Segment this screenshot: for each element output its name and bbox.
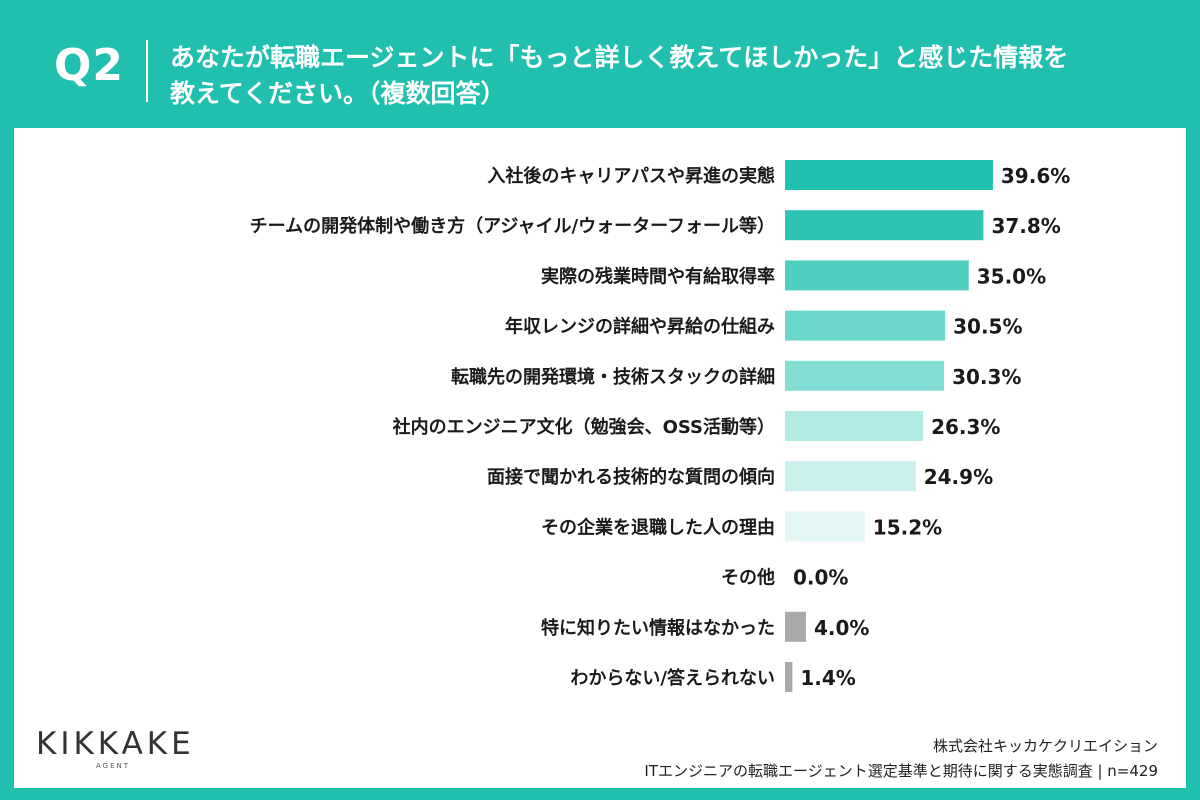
- category-label: その企業を退職した人の理由: [541, 516, 775, 538]
- source-survey: ITエンジニアの転職エージェント選定基準と期待に関する実態調査 | n=429: [644, 762, 1158, 780]
- bar: [785, 360, 945, 391]
- value-label: 4.0%: [814, 616, 869, 640]
- category-label: 実際の残業時間や有給取得率: [541, 265, 775, 287]
- category-label: 入社後のキャリアパスや昇進の実態: [487, 165, 775, 187]
- bar: [785, 260, 969, 291]
- category-label: 転職先の開発環境・技術スタックの詳細: [451, 366, 775, 388]
- logo-wordmark: KIKKAKE: [36, 726, 195, 762]
- value-label: 30.3%: [952, 365, 1021, 389]
- value-label: 0.0%: [793, 566, 848, 590]
- header-divider: [146, 40, 148, 102]
- value-label: 39.6%: [1001, 164, 1070, 188]
- question-title-line-2: 教えてください。（複数回答）: [170, 79, 506, 108]
- bar: [785, 310, 946, 341]
- bar: [785, 210, 984, 241]
- source-note: 株式会社キッカケクリエイション ITエンジニアの転職エージェント選定基準と期待に…: [644, 734, 1158, 784]
- bar: [785, 160, 993, 190]
- value-label: 30.5%: [953, 315, 1022, 339]
- question-title: あなたが転職エージェントに「もっと詳しく教えてほしかった」と感じた情報を 教えて…: [170, 40, 1170, 112]
- value-label: 1.4%: [800, 666, 855, 690]
- value-label: 15.2%: [873, 515, 942, 539]
- category-label: 特に知りたい情報はなかった: [541, 617, 775, 639]
- category-label: 社内のエンジニア文化（勉強会、OSS活動等）: [393, 416, 775, 438]
- category-label: チームの開発体制や働き方（アジャイル/ウォーターフォール等）: [250, 215, 775, 237]
- question-number: Q2: [54, 40, 125, 91]
- kikkake-logo: KIKKAKE AGENT: [36, 726, 195, 770]
- header: Q2 あなたが転職エージェントに「もっと詳しく教えてほしかった」と感じた情報を …: [0, 0, 1200, 128]
- category-label: 年収レンジの詳細や昇給の仕組み: [505, 316, 775, 338]
- value-label: 35.0%: [977, 264, 1046, 288]
- bar: [785, 511, 865, 542]
- category-label: わからない/答えられない: [570, 667, 775, 689]
- bar: [785, 461, 916, 492]
- source-company: 株式会社キッカケクリエイション: [932, 737, 1158, 755]
- bar: [785, 411, 924, 441]
- question-title-line-1: あなたが転職エージェントに「もっと詳しく教えてほしかった」と感じた情報を: [170, 43, 1069, 72]
- category-label: その他: [721, 567, 775, 589]
- category-label: 面接で聞かれる技術的な質問の傾向: [487, 466, 775, 488]
- value-label: 24.9%: [924, 465, 993, 489]
- bar: [785, 611, 806, 642]
- logo-subtext: AGENT: [96, 762, 131, 770]
- value-label: 26.3%: [931, 415, 1000, 439]
- value-label: 37.8%: [991, 214, 1060, 238]
- bar: [785, 662, 793, 692]
- chart-card: [14, 128, 1186, 788]
